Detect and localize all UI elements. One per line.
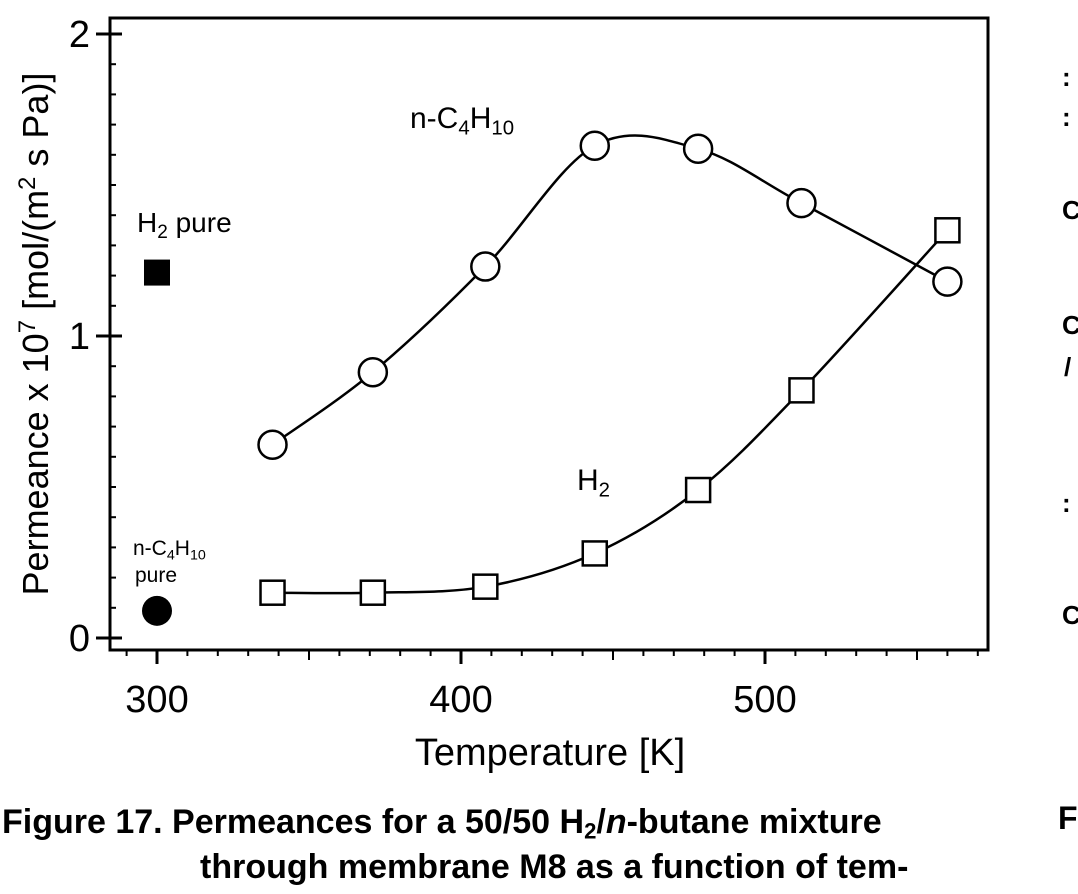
edge-fragment: C [1062,600,1078,630]
data-point-square [581,540,609,567]
y-tick-label: 1 [69,316,90,358]
data-point-filled-circle [142,595,172,626]
series-label-butane-pure-line2: pure [135,564,177,587]
data-point-filled-square [144,259,170,286]
data-point-circle [257,429,288,460]
data-point-square [934,217,961,244]
y-axis-label: Permeance x 107 [mol/(m2 s Pa)] [14,73,57,596]
edge-fragment: / [1064,352,1072,382]
edge-fragment: : [1062,102,1071,132]
chart: 0 1 2 300 400 500 Temperature [K] Permeance x 1… [14,14,990,774]
plot-frame [108,16,990,652]
data-point-square [359,579,387,606]
series-label-h2-pure: H2 pure [137,207,232,243]
data-point-square [472,573,499,600]
data-point-circle [682,133,714,165]
data-point-circle [357,356,389,388]
figure-caption-line-1: Figure 17. Permeances for a 50/50 H2/n-b… [2,803,882,844]
data-point-circle [932,266,963,297]
data-point-square [259,579,286,606]
data-point-square [788,377,815,404]
edge-fragment: C [1062,195,1078,225]
edge-fragment: C [1062,310,1078,340]
x-tick-label: 300 [125,679,188,721]
data-point-circle [470,251,501,282]
x-tick-label: 500 [733,679,796,721]
data-point-square [684,476,712,504]
series-curve [271,134,948,446]
series-label-h2: H2 [577,464,610,502]
series-label-butane: n-C4H10 [410,102,514,140]
x-axis-label: Temperature [K] [415,732,685,774]
edge-fragment: : [1062,62,1071,92]
edge-fragment: F [1058,800,1078,836]
y-tick-label: 2 [69,14,90,56]
x-tick-label: 400 [429,679,492,721]
edge-fragment: : [1062,488,1071,518]
series-curve [272,229,949,595]
data-point-circle [579,130,611,161]
y-tick-label: 0 [69,618,90,660]
series-label-butane-pure: n-C4H10 [133,537,206,564]
figure-caption-line-2: through membrane M8 as a function of tem… [200,848,909,886]
data-point-circle [786,187,817,219]
